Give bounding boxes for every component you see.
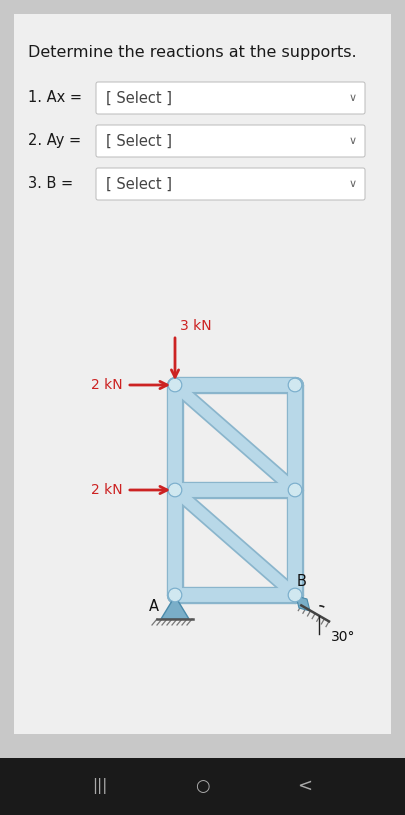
FancyBboxPatch shape [96,125,365,157]
Text: 30°: 30° [331,630,356,644]
Text: [ Select ]: [ Select ] [106,90,172,105]
Circle shape [290,589,301,601]
Circle shape [168,588,182,601]
Circle shape [168,483,182,496]
Text: 2. Ay =: 2. Ay = [28,134,81,148]
Text: 1. Ax =: 1. Ax = [28,90,82,105]
Circle shape [290,380,301,390]
Text: ○: ○ [195,777,209,795]
Text: 2 kN: 2 kN [92,378,123,392]
Text: A: A [149,599,159,614]
FancyBboxPatch shape [96,82,365,114]
Text: 3 kN: 3 kN [180,319,212,333]
FancyBboxPatch shape [14,14,391,734]
Text: Determine the reactions at the supports.: Determine the reactions at the supports. [28,45,357,60]
Text: [ Select ]: [ Select ] [106,177,172,192]
Circle shape [170,589,181,601]
Circle shape [288,378,302,392]
Text: [ Select ]: [ Select ] [106,134,172,148]
Text: <: < [298,777,313,795]
Circle shape [170,380,181,390]
Text: 3. B =: 3. B = [28,177,73,192]
FancyBboxPatch shape [96,168,365,200]
Circle shape [290,484,301,496]
Polygon shape [161,596,189,619]
Circle shape [170,484,181,496]
Text: ∨: ∨ [349,179,357,189]
Polygon shape [296,596,310,611]
Text: ∨: ∨ [349,136,357,146]
Text: |||: ||| [92,778,108,794]
Text: ∨: ∨ [349,93,357,103]
Bar [0,758,405,815]
Circle shape [288,483,302,496]
Text: B: B [297,574,307,589]
Text: 2 kN: 2 kN [92,483,123,497]
Circle shape [288,588,302,601]
Circle shape [168,378,182,392]
